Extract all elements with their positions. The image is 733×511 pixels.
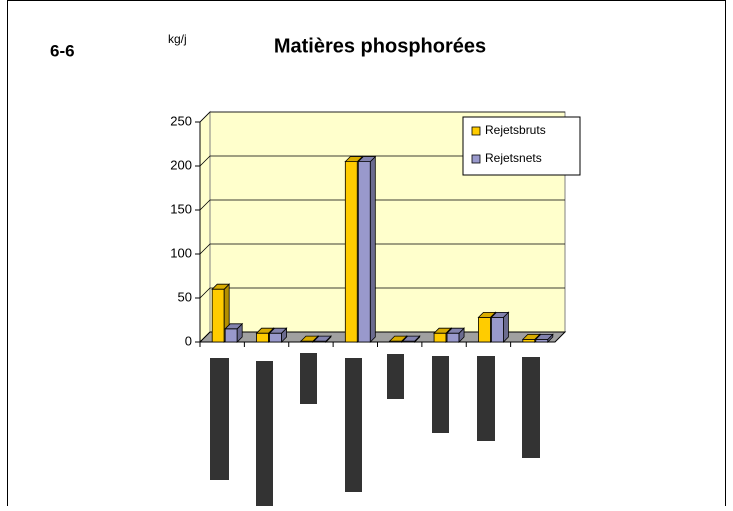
category-labels bbox=[210, 353, 540, 506]
bar-front bbox=[478, 316, 491, 343]
legend-swatch bbox=[471, 126, 481, 136]
y-tick-label: 250 bbox=[170, 113, 192, 128]
bar-front bbox=[256, 332, 269, 343]
bar-top bbox=[521, 333, 541, 340]
bar-top bbox=[357, 156, 377, 163]
legend-label: Rejetsnets bbox=[485, 151, 542, 165]
bar-top bbox=[344, 156, 364, 163]
bar bbox=[401, 335, 421, 343]
bar-top bbox=[401, 335, 421, 342]
y-tick-label: 150 bbox=[170, 201, 192, 216]
y-tick-label: 0 bbox=[185, 333, 192, 348]
category-label-block bbox=[432, 356, 449, 433]
category-label-block bbox=[345, 358, 362, 492]
grid-line bbox=[199, 111, 565, 123]
figure-label: 6-6 bbox=[50, 41, 75, 60]
grid-line bbox=[199, 199, 565, 211]
bar-top bbox=[433, 327, 453, 334]
side-wall bbox=[199, 110, 211, 344]
grid-line bbox=[199, 243, 565, 255]
y-tick-label: 50 bbox=[178, 289, 192, 304]
bar bbox=[224, 322, 244, 343]
category-label-block bbox=[300, 353, 317, 404]
bar-top bbox=[312, 335, 332, 342]
bar bbox=[268, 327, 288, 343]
legend-box bbox=[462, 116, 581, 176]
y-axis-label: kg/j bbox=[168, 32, 187, 46]
bar-front bbox=[357, 161, 371, 343]
bar-front bbox=[446, 332, 460, 343]
bar-top bbox=[299, 335, 319, 342]
bar-front bbox=[344, 161, 358, 343]
bar-front bbox=[491, 316, 504, 343]
grid-line bbox=[199, 155, 565, 167]
bar-front bbox=[433, 332, 447, 343]
legend-swatch bbox=[471, 154, 481, 164]
category-label-block bbox=[387, 354, 404, 399]
bar-top bbox=[255, 327, 275, 334]
category-label-block bbox=[477, 356, 495, 441]
category-label-block bbox=[256, 361, 273, 506]
y-tick-label: 200 bbox=[170, 157, 192, 172]
y-tick-label: 100 bbox=[170, 245, 192, 260]
frame bbox=[7, 0, 726, 511]
bar bbox=[312, 335, 332, 343]
bar-top bbox=[268, 327, 288, 334]
bar bbox=[534, 333, 554, 343]
bar-side bbox=[369, 155, 376, 343]
category-label-block bbox=[210, 358, 229, 480]
bar-top bbox=[388, 335, 408, 342]
floor bbox=[198, 331, 567, 343]
grid-line bbox=[199, 287, 565, 299]
chart-title: Matières phosphorées bbox=[274, 35, 486, 57]
bar-top bbox=[490, 311, 510, 318]
bar-top bbox=[224, 323, 244, 330]
bar-top bbox=[477, 311, 497, 318]
bar-top bbox=[534, 333, 554, 340]
bar-top bbox=[211, 283, 231, 290]
bar-front bbox=[269, 332, 282, 343]
bar bbox=[357, 155, 377, 343]
category-label-block bbox=[522, 357, 540, 458]
bar bbox=[446, 327, 466, 343]
bar-front bbox=[211, 288, 225, 343]
bar bbox=[490, 311, 510, 343]
bar-front bbox=[224, 328, 238, 343]
legend-label: Rejetsbruts bbox=[485, 123, 546, 137]
bar-top bbox=[446, 327, 466, 334]
